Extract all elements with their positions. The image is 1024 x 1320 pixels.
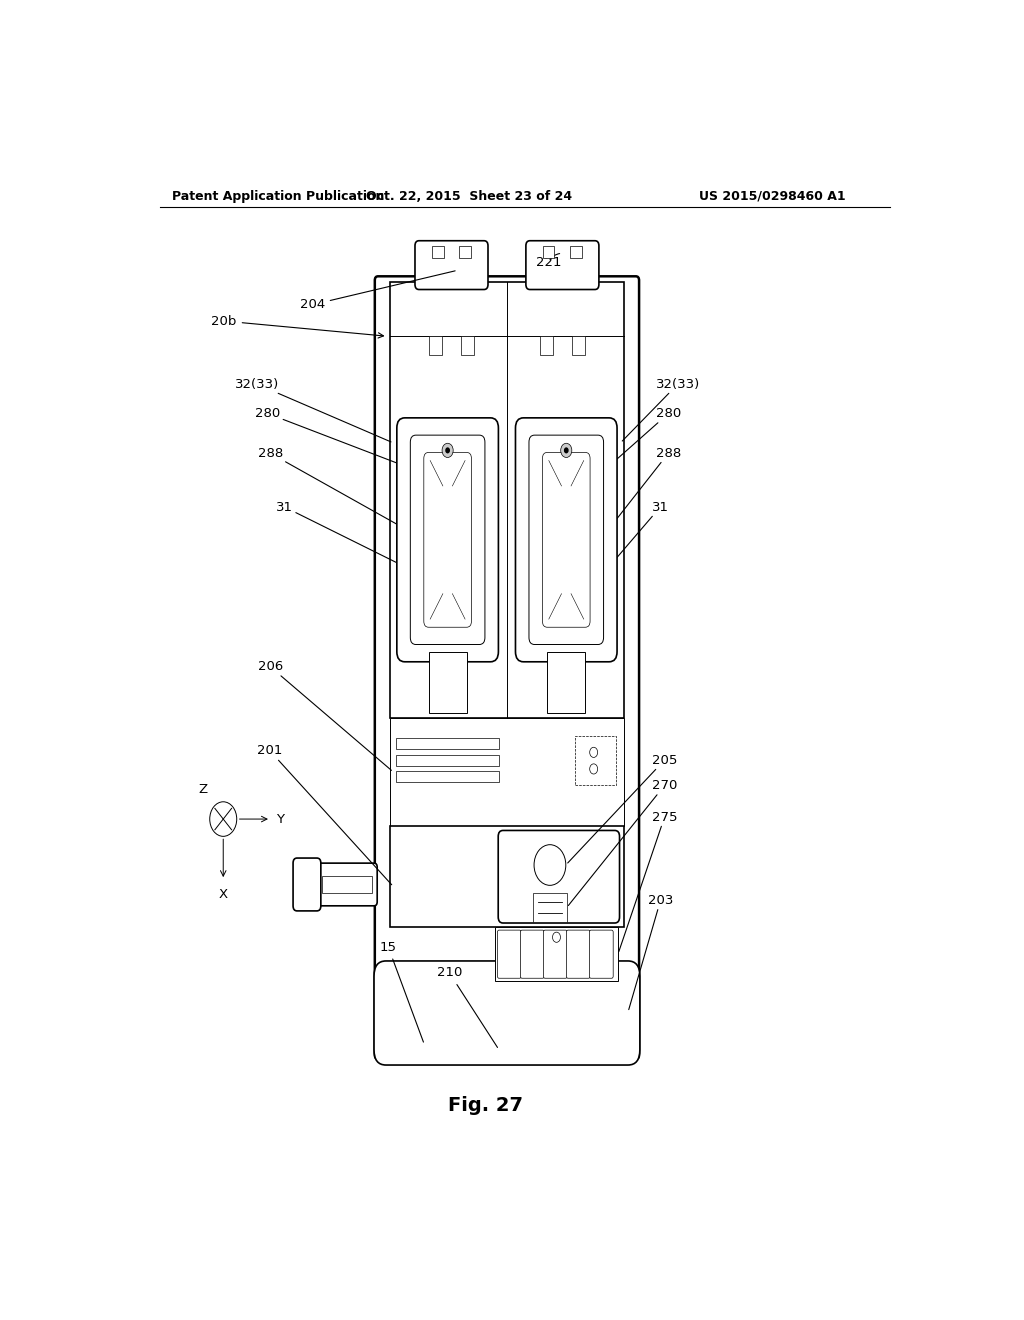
- Circle shape: [442, 444, 454, 458]
- Bar: [323, 876, 373, 892]
- FancyBboxPatch shape: [397, 418, 499, 661]
- Bar: [541, 337, 553, 355]
- Circle shape: [561, 444, 571, 458]
- Circle shape: [553, 932, 560, 942]
- FancyBboxPatch shape: [424, 453, 471, 627]
- Bar: [495, 927, 617, 981]
- Text: 20b: 20b: [211, 314, 384, 338]
- Text: Patent Application Publication: Patent Application Publication: [172, 190, 384, 202]
- Bar: [396, 738, 499, 750]
- Text: 204: 204: [300, 271, 455, 312]
- Bar: [429, 652, 467, 713]
- Text: 205: 205: [567, 754, 677, 863]
- FancyBboxPatch shape: [566, 931, 590, 978]
- Bar: [543, 247, 554, 257]
- FancyBboxPatch shape: [543, 453, 590, 627]
- Bar: [572, 337, 585, 355]
- Bar: [547, 652, 586, 713]
- Text: 288: 288: [611, 446, 681, 527]
- Bar: [570, 247, 582, 257]
- Text: Fig. 27: Fig. 27: [447, 1096, 522, 1115]
- Text: 15: 15: [380, 941, 424, 1041]
- Bar: [429, 337, 442, 355]
- Text: 206: 206: [257, 660, 391, 771]
- Text: 221: 221: [536, 253, 561, 268]
- Circle shape: [210, 801, 237, 837]
- FancyBboxPatch shape: [311, 863, 377, 906]
- Bar: [389, 282, 625, 718]
- Circle shape: [564, 447, 568, 454]
- Text: 288: 288: [257, 446, 402, 527]
- FancyBboxPatch shape: [498, 931, 521, 978]
- FancyBboxPatch shape: [529, 436, 603, 644]
- FancyBboxPatch shape: [544, 931, 567, 978]
- FancyBboxPatch shape: [293, 858, 321, 911]
- Text: 210: 210: [436, 966, 498, 1048]
- Bar: [389, 718, 625, 826]
- Text: 201: 201: [257, 744, 392, 884]
- Text: 32(33): 32(33): [234, 378, 391, 442]
- Text: Oct. 22, 2015  Sheet 23 of 24: Oct. 22, 2015 Sheet 23 of 24: [367, 190, 572, 202]
- FancyBboxPatch shape: [515, 418, 617, 661]
- Bar: [396, 755, 499, 766]
- Circle shape: [535, 845, 566, 886]
- Text: US 2015/0298460 A1: US 2015/0298460 A1: [699, 190, 846, 202]
- Bar: [461, 337, 474, 355]
- Bar: [534, 894, 566, 921]
- FancyBboxPatch shape: [590, 931, 613, 978]
- Text: 31: 31: [611, 500, 669, 565]
- Circle shape: [590, 747, 598, 758]
- Text: Z: Z: [199, 783, 207, 796]
- Text: 280: 280: [255, 407, 402, 465]
- Text: 275: 275: [618, 810, 677, 952]
- Bar: [575, 737, 616, 785]
- Circle shape: [445, 447, 450, 454]
- FancyBboxPatch shape: [374, 961, 640, 1065]
- Text: 270: 270: [568, 779, 677, 906]
- FancyBboxPatch shape: [411, 436, 485, 644]
- Text: 203: 203: [629, 894, 673, 1010]
- FancyBboxPatch shape: [499, 830, 620, 923]
- Text: 31: 31: [276, 500, 402, 565]
- Bar: [396, 771, 499, 781]
- Circle shape: [590, 764, 598, 774]
- Text: 280: 280: [611, 407, 681, 465]
- Bar: [460, 247, 471, 257]
- Text: Y: Y: [276, 813, 285, 825]
- Text: 32(33): 32(33): [623, 378, 700, 441]
- FancyBboxPatch shape: [526, 240, 599, 289]
- Text: X: X: [219, 888, 227, 902]
- FancyBboxPatch shape: [520, 931, 544, 978]
- Bar: [389, 826, 625, 927]
- Bar: [432, 247, 443, 257]
- FancyBboxPatch shape: [415, 240, 488, 289]
- FancyBboxPatch shape: [375, 276, 639, 1059]
